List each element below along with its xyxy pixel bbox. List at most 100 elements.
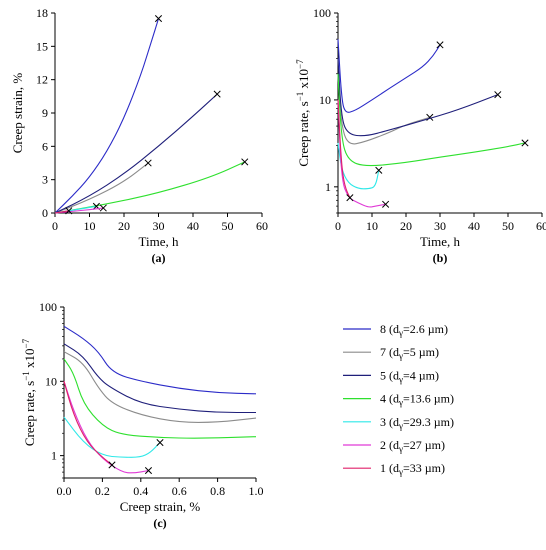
x-axis-label: Time, h [420,234,460,249]
marker-stroke [241,158,249,166]
end-marker-1 [65,207,73,215]
marker-stroke [92,202,100,210]
series-line-4 [54,161,246,214]
y-tick-label: 10 [319,93,331,107]
y-tick-label: 1 [325,180,331,194]
series-line-3 [337,142,380,190]
x-tick-label: 20 [118,219,130,233]
marker-stroke [144,159,152,167]
series-line-8 [63,325,257,395]
y-tick-label: 100 [313,6,331,20]
end-marker [144,159,152,167]
end-marker-2 [99,204,107,212]
y-tick-label: 12 [36,73,48,87]
x-tick-label: 0.0 [57,484,72,498]
x-tick-label: 0.6 [172,484,187,498]
y-tick-label: 3 [42,173,48,187]
legend-entry-8: 8 (dγ=2.6 µm) [380,322,448,338]
x-tick-label: 10 [84,219,96,233]
series-line-8 [337,39,441,113]
x-tick-label: 50 [222,219,234,233]
x-tick-label: 40 [468,219,480,233]
series-line-1 [54,210,69,214]
series-line-4 [63,358,257,439]
legend-entry-7: 7 (dγ=5 µm) [380,345,439,361]
series-line-7 [337,73,430,145]
x-tick-label: 0.4 [133,484,148,498]
y-tick-label: 6 [42,139,48,153]
end-marker-5 [494,91,502,99]
y-tick-label: 9 [42,106,48,120]
y-tick-label: 1 [51,449,57,463]
marker-stroke [494,91,502,99]
x-tick-label: 1.0 [249,484,264,498]
series-line-5 [337,58,498,137]
series-line-1 [63,381,113,466]
end-marker-3 [375,166,383,174]
x-tick-label: 0 [52,219,58,233]
series-line-7 [63,351,257,423]
x-tick-label: 60 [536,219,546,233]
chart-panel-c: 0.0 0.2 0.4 0.6 0.8 1.0 1 10 100 Creep strain, % C… [21,300,264,530]
panel-label: (b) [433,251,448,265]
end-marker-2 [382,200,390,208]
end-marker-2 [144,466,153,475]
legend: 8 (dγ=2.6 µm) 7 (dγ=5 µm) 5 (dγ=4 µm) 4 (dγ… [343,322,454,477]
x-tick-label: 10 [366,219,378,233]
marker-stroke [108,461,116,469]
marker-stroke [521,139,529,147]
end-marker-4 [521,139,529,147]
x-tick-label: 60 [256,219,268,233]
x-axis-label: Creep strain, % [120,499,201,514]
chart-panel-a: 0 10 20 30 40 50 60 0 3 6 9 12 15 18 Time, h Creep stra… [10,6,268,265]
end-marker-4 [241,158,249,166]
y-tick-label: 10 [45,374,57,388]
x-tick-label: 30 [153,219,165,233]
end-marker-8 [436,41,444,49]
y-tick-label: 100 [39,300,57,314]
marker-stroke [213,90,221,98]
panel-label: (a) [152,251,166,265]
marker-stroke [436,41,444,49]
series-line-3 [63,416,161,458]
end-marker-3 [156,438,164,447]
series-line-2 [337,99,386,208]
y-tick-label: 0 [42,206,48,220]
end-marker-5 [213,90,221,98]
marker-stroke [65,207,73,215]
x-tick-label: 40 [187,219,199,233]
series-line-4 [337,73,526,167]
x-tick-label: 0 [335,219,341,233]
legend-entry-2: 2 (dγ=27 µm) [380,438,445,454]
chart-panel-b: 0 10 20 30 40 50 60 1 10 100 Time, h Creep rate, s−… [295,6,546,265]
series-line-5 [63,343,256,414]
marker-stroke [382,200,390,208]
y-tick-label: 15 [36,39,48,53]
y-axis-label: Creep rate, s−1 x10−7 [21,338,37,446]
x-tick-label: 0.2 [95,484,110,498]
marker-stroke [154,15,163,23]
x-axis-label: Time, h [139,234,179,249]
marker-stroke [144,466,153,475]
panel-label: (c) [153,516,166,530]
y-tick-label: 18 [36,6,48,20]
x-tick-label: 20 [400,219,412,233]
end-marker-1 [108,461,116,469]
legend-entry-5: 5 (dγ=4 µm) [380,368,439,384]
end-marker-8 [154,15,163,23]
legend-entry-3: 3 (dγ=29.3 µm) [380,415,454,431]
x-tick-label: 30 [434,219,446,233]
y-axis-label: Creep rate, s−1 x10−7 [295,59,311,167]
marker-stroke [99,204,107,212]
marker-stroke [375,166,383,174]
legend-entry-1: 1 (dγ=33 µm) [380,461,445,477]
x-tick-label: 50 [502,219,514,233]
legend-entry-4: 4 (dγ=13.6 µm) [380,392,454,408]
series-line-5 [54,93,218,214]
x-tick-label: 0.8 [210,484,225,498]
series-line-8 [54,18,160,214]
y-axis-label: Creep strain, % [10,73,25,154]
marker-stroke [346,194,354,202]
series-line-1 [337,99,351,198]
